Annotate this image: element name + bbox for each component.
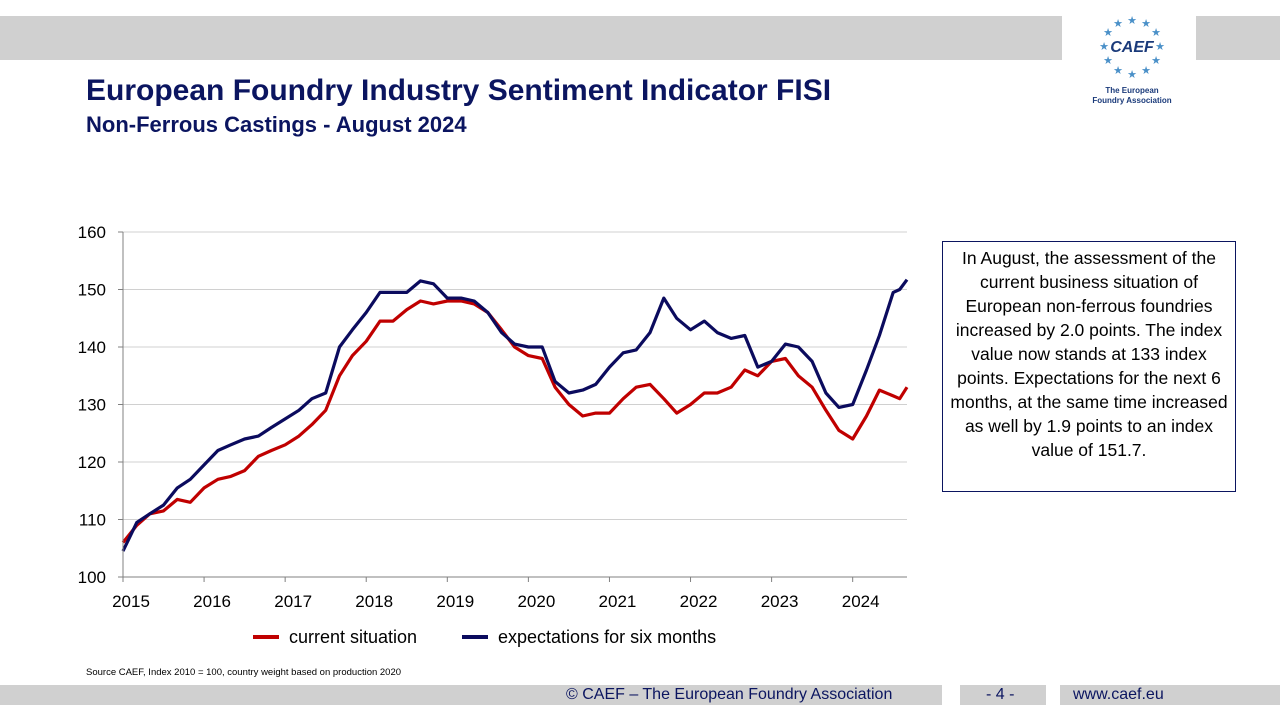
logo-star-ring-icon: ★ ★ ★ ★ ★ ★ ★ ★ ★ ★ ★ ★ CAEF [1099, 14, 1165, 81]
legend-label: expectations for six months [498, 627, 716, 647]
chart-gridlines [123, 231, 907, 520]
footer-website-link[interactable]: www.caef.eu [1073, 686, 1164, 703]
svg-text:★: ★ [1141, 17, 1151, 30]
header-band-left [0, 16, 1062, 60]
svg-text:★: ★ [1151, 54, 1161, 67]
series-line-1 [121, 278, 909, 552]
svg-text:★: ★ [1141, 64, 1151, 77]
footer-page-number: - 4 - [986, 686, 1015, 703]
x-tick-label: 2023 [761, 592, 799, 611]
y-tick-label: 150 [78, 281, 106, 300]
x-tick-label: 2017 [274, 592, 312, 611]
x-tick-label: 2016 [193, 592, 231, 611]
y-tick-label: 110 [79, 511, 106, 530]
chart-axes [122, 232, 907, 578]
y-tick-label: 160 [78, 223, 106, 242]
x-tick-label: 2021 [599, 592, 637, 611]
commentary-box: In August, the assessment of the current… [942, 241, 1236, 492]
svg-text:★: ★ [1151, 26, 1161, 39]
footer-band-right [1060, 685, 1280, 705]
footer-copyright: © CAEF – The European Foundry Associatio… [566, 686, 893, 703]
chart-series-lines [121, 278, 909, 552]
header-band-right [1196, 16, 1280, 60]
x-tick-label: 2022 [680, 592, 718, 611]
svg-text:★: ★ [1127, 68, 1137, 81]
x-tick-label: 2015 [112, 592, 150, 611]
x-tick-label: 2020 [517, 592, 555, 611]
svg-text:★: ★ [1103, 26, 1113, 39]
y-tick-label: 100 [78, 568, 106, 587]
svg-text:★: ★ [1099, 40, 1109, 53]
svg-text:★: ★ [1113, 64, 1123, 77]
logo-tagline-line2: Foundry Association [1092, 96, 1172, 105]
series-line-0 [121, 299, 909, 544]
svg-text:★: ★ [1103, 54, 1113, 67]
legend-label: current situation [289, 627, 417, 647]
source-note: Source CAEF, Index 2010 = 100, country w… [86, 667, 402, 678]
y-tick-label: 140 [78, 338, 106, 357]
logo-tagline-line1: The European [1105, 86, 1159, 95]
x-tick-label: 2018 [355, 592, 393, 611]
page-subtitle: Non-Ferrous Castings - August 2024 [86, 112, 467, 137]
footer-band-middle [960, 685, 1046, 705]
page-title: European Foundry Industry Sentiment Indi… [86, 74, 832, 107]
y-axis-ticks: 100 110 120 130 140 150 160 [78, 223, 123, 587]
svg-text:★: ★ [1155, 40, 1165, 53]
svg-text:★: ★ [1113, 17, 1123, 30]
y-tick-label: 120 [78, 453, 106, 472]
svg-text:★: ★ [1127, 14, 1137, 27]
y-tick-label: 130 [78, 396, 106, 415]
x-tick-label: 2019 [436, 592, 474, 611]
footer-band-left [0, 685, 942, 705]
caef-logo: ★ ★ ★ ★ ★ ★ ★ ★ ★ ★ ★ ★ CAEF The Europea… [1080, 12, 1184, 108]
x-tick-label: 2024 [842, 592, 880, 611]
chart-legend: current situation expectations for six mo… [253, 627, 716, 647]
x-axis-ticks: 2015 2016 2017 2018 2019 2020 2021 2022 2023 2024 [112, 577, 880, 611]
logo-wordmark: CAEF [1110, 39, 1155, 56]
logo-tagline: The European Foundry Association [1080, 86, 1184, 106]
